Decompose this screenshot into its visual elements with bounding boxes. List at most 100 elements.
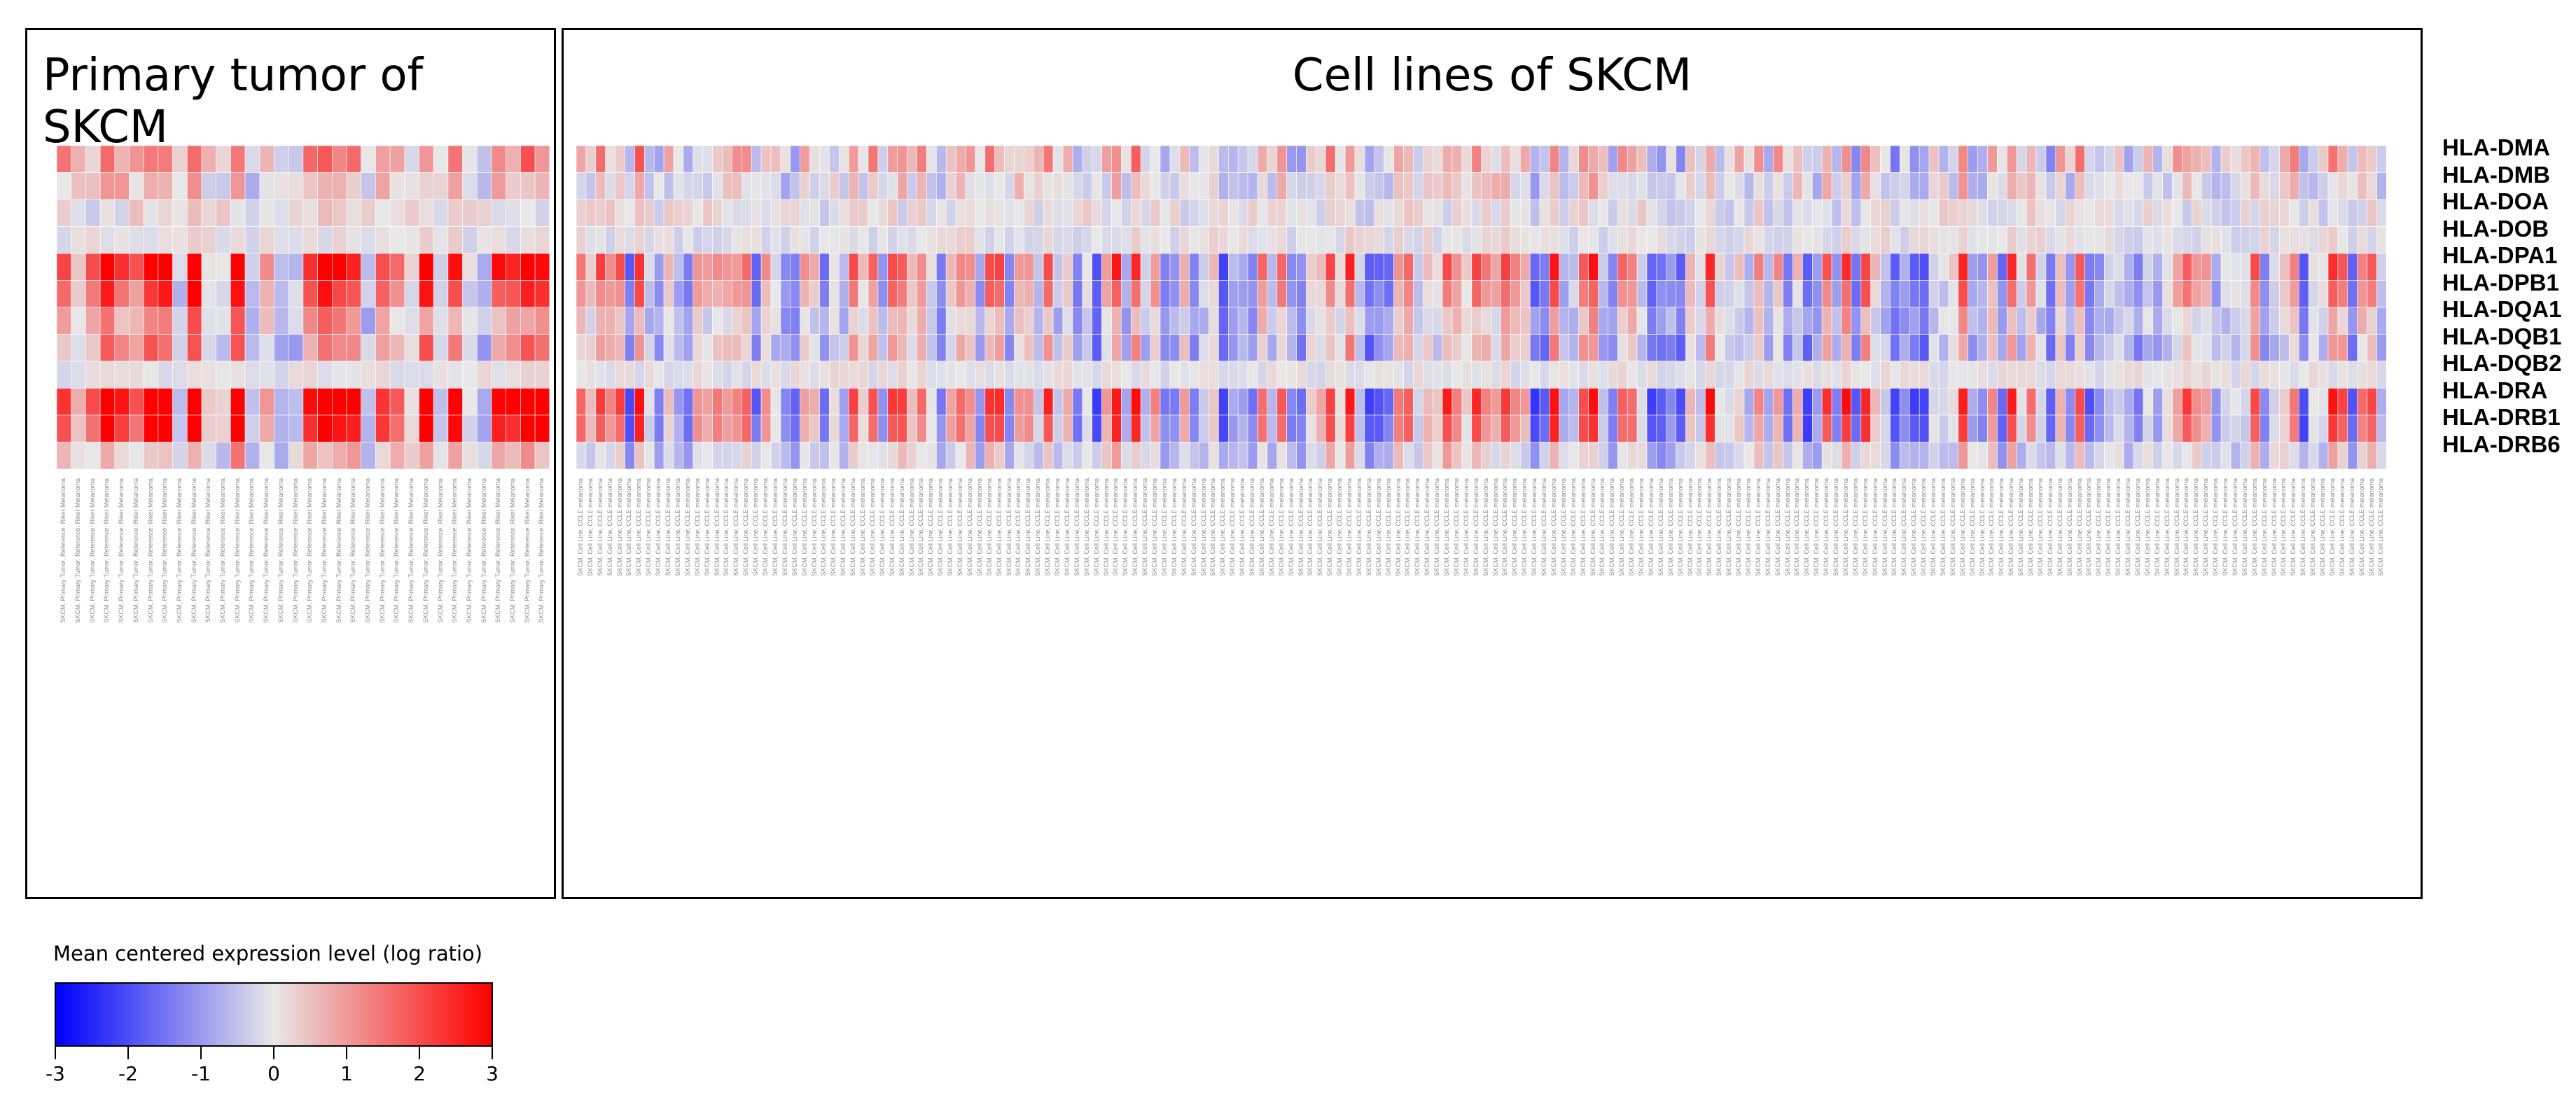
heatmap-cell-HLA-DQB1-22 [361,334,376,362]
heatmap-cell-HLA-DRB6-140 [1928,442,1940,469]
heatmap-cell-HLA-DQB1-1 [576,334,587,362]
heatmap-cell-HLA-DQB1-26 [819,334,830,362]
heatmap-cell-HLA-DPB1-18 [302,280,318,308]
heatmap-cell-HLA-DQA1-141 [1938,307,1949,335]
heatmap-cell-HLA-DOA-124 [1773,199,1783,227]
heatmap-cell-HLA-DPA1-7 [634,253,645,281]
heatmap-cell-HLA-DQB1-29 [462,334,478,362]
heatmap-cell-HLA-DRA-130 [1831,388,1842,416]
heatmap-cell-HLA-DOA-50 [1052,199,1064,227]
heatmap-cell-HLA-DRB6-31 [868,442,879,469]
heatmap-cell-HLA-DPB1-57 [1121,280,1132,308]
heatmap-cell-HLA-DRA-32 [506,388,521,416]
heatmap-cell-HLA-DQB2-184 [2357,361,2367,389]
heatmap-cell-HLA-DOB-20 [331,226,347,254]
heatmap-cell-HLA-DOB-2 [585,226,597,254]
heatmap-cell-HLA-DOB-96 [1501,226,1511,254]
heatmap-cell-HLA-DPA1-86 [1403,253,1414,281]
heatmap-cell-HLA-DRB6-11 [201,442,217,469]
heatmap-cell-HLA-DOB-66 [1209,226,1219,254]
heatmap-cell-HLA-DOA-31 [868,199,879,227]
column-label: SKCM, Cell Line, CCLE melanoma [2163,478,2171,576]
heatmap-cell-HLA-DOB-132 [1851,226,1862,254]
heatmap-cell-HLA-DPA1-12 [216,253,231,281]
heatmap-cell-HLA-DOB-89 [1432,226,1443,254]
column-label: SKCM, Cell Line, CCLE melanoma [859,478,867,576]
heatmap-cell-HLA-DOA-20 [331,199,347,227]
heatmap-cell-HLA-DQB1-101 [1549,334,1560,362]
heatmap-cell-HLA-DOA-5 [114,199,130,227]
heatmap-cell-HLA-DPB1-2 [71,280,86,308]
heatmap-cell-HLA-DOB-24 [800,226,810,254]
heatmap-cell-HLA-DPA1-119 [1724,253,1735,281]
heatmap-cell-HLA-DPB1-27 [829,280,840,308]
heatmap-cell-HLA-DRA-19 [751,388,762,416]
heatmap-cell-HLA-DOA-85 [1393,199,1404,227]
heatmap-cell-HLA-DQB1-53 [1082,334,1092,362]
heatmap-cell-HLA-DQB1-109 [1627,334,1638,362]
heatmap-cell-HLA-DRB6-5 [615,442,625,469]
heatmap-cell-HLA-DMA-44 [994,146,1005,173]
heatmap-cell-HLA-DRB6-2 [585,442,597,469]
column-label: SKCM, Cell Line, CCLE melanoma [1540,478,1548,576]
heatmap-cell-HLA-DOA-73 [1276,199,1287,227]
heatmap-cell-HLA-DPA1-165 [2172,253,2182,281]
heatmap-cell-HLA-DOB-15 [712,226,723,254]
heatmap-cell-HLA-DRB6-24 [800,442,810,469]
heatmap-cell-HLA-DRA-84 [1384,388,1394,416]
column-label: SKCM, Cell Line, CCLE melanoma [917,478,925,576]
heatmap-cell-HLA-DRB6-21 [346,442,362,469]
heatmap-cell-HLA-DRB6-165 [2172,442,2182,469]
heatmap-cell-HLA-DPA1-12 [683,253,694,281]
heatmap-cell-HLA-DRB6-16 [722,442,732,469]
heatmap-cell-HLA-DPB1-86 [1403,280,1414,308]
heatmap-cell-HLA-DPB1-143 [1958,280,1969,308]
heatmap-cell-HLA-DOA-185 [2367,199,2377,227]
heatmap-cell-HLA-DPA1-17 [732,253,742,281]
heatmap-cell-HLA-DQB1-28 [447,334,463,362]
heatmap-cell-HLA-DRB6-176 [2279,442,2290,469]
heatmap-cell-HLA-DMA-33 [520,146,536,173]
heatmap-cell-HLA-DPA1-29 [848,253,859,281]
heatmap-cell-HLA-DQA1-39 [945,307,956,335]
heatmap-cell-HLA-DQB2-37 [926,361,937,389]
heatmap-cell-HLA-DMA-37 [926,146,937,173]
heatmap-cell-HLA-DMB-28 [838,172,849,200]
heatmap-cell-HLA-DRA-97 [1510,388,1521,416]
heatmap-cell-HLA-DRB6-12 [216,442,231,469]
gene-label-hla-dpb1: HLA-DPB1 [2442,269,2559,295]
heatmap-cell-HLA-DRB6-3 [85,442,101,469]
heatmap-cell-HLA-DOB-151 [2035,226,2047,254]
heatmap-cell-HLA-DQB1-5 [615,334,625,362]
heatmap-cell-HLA-DQB1-54 [1092,334,1102,362]
heatmap-cell-HLA-DPB1-155 [2075,280,2085,308]
column-label: SKCM, Cell Line, CCLE melanoma [683,478,691,576]
heatmap-cell-HLA-DRA-129 [1821,388,1832,416]
heatmap-cell-HLA-DMB-62 [1169,172,1181,200]
heatmap-cell-HLA-DMA-111 [1646,146,1657,173]
heatmap-cell-HLA-DQA1-154 [2065,307,2075,335]
heatmap-cell-HLA-DPA1-7 [143,253,159,281]
heatmap-cell-HLA-DMB-8 [644,172,655,200]
heatmap-cell-HLA-DMB-179 [2308,172,2319,200]
heatmap-cell-HLA-DOA-171 [2230,199,2241,227]
heatmap-cell-HLA-DQB2-56 [1111,361,1122,389]
heatmap-cell-HLA-DRB1-89 [1432,414,1443,442]
heatmap-cell-HLA-DPB1-114 [1676,280,1686,308]
heatmap-cell-HLA-DRA-80 [1344,388,1356,416]
heatmap-cell-HLA-DQB1-23 [790,334,800,362]
heatmap-cell-HLA-DOA-135 [1880,199,1891,227]
heatmap-cell-HLA-DQA1-121 [1743,307,1755,335]
heatmap-cell-HLA-DMB-70 [1247,172,1258,200]
heatmap-cell-HLA-DQB1-173 [2250,334,2261,362]
heatmap-cell-HLA-DQA1-16 [722,307,732,335]
heatmap-cell-HLA-DRB1-144 [1968,414,1978,442]
heatmap-cell-HLA-DQB2-49 [1043,361,1054,389]
heatmap-cell-HLA-DMA-147 [1997,146,2007,173]
heatmap-cell-HLA-DMA-97 [1510,146,1521,173]
heatmap-cell-HLA-DPB1-80 [1344,280,1356,308]
heatmap-cell-HLA-DRB1-108 [1617,414,1628,442]
heatmap-cell-HLA-DMA-163 [2152,146,2164,173]
heatmap-cell-HLA-DMB-2 [585,172,597,200]
heatmap-cell-HLA-DOB-34 [897,226,907,254]
